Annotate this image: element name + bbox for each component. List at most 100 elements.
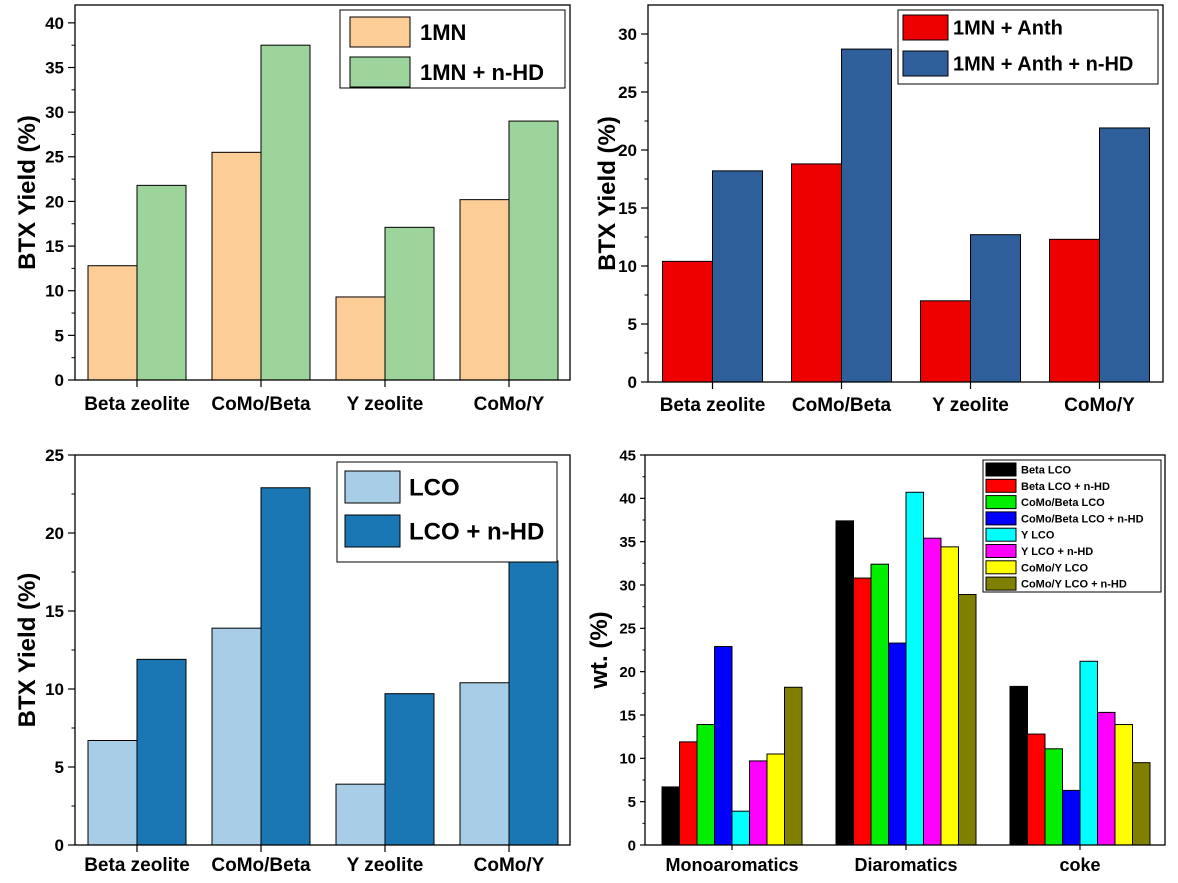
- bar-4-3-6: [1097, 711, 1116, 846]
- legend-label: Y LCO + n-HD: [1021, 546, 1093, 558]
- y-tick-label: 20: [618, 141, 637, 160]
- bar-4-2-7: [940, 546, 959, 846]
- x-tick-label: CoMo/Beta: [792, 395, 892, 416]
- x-tick-label: Y zeolite: [347, 855, 424, 876]
- bar-4-2-8: [958, 594, 977, 846]
- bar-4-1-5: [731, 810, 750, 846]
- bar-2-3-2: [970, 234, 1021, 383]
- y-axis-label: wt. (%): [586, 611, 613, 689]
- chart-1: Beta zeolite CoMo/Beta Y zeolite CoMo/Y 0 5 10…: [14, 4, 571, 415]
- legend-label: CoMo/Beta LCO + n-HD: [1021, 513, 1144, 525]
- legend-label: 1MN + Anth: [953, 18, 1063, 40]
- legend: 1MN + Anth 1MN + Anth + n-HD: [897, 9, 1159, 85]
- legend-label: CoMo/Y LCO + n-HD: [1021, 579, 1127, 591]
- plot-frame: [647, 4, 1164, 383]
- bar-1-4-2: [508, 120, 559, 381]
- bar-3-1-1: [87, 739, 138, 846]
- y-axis-label: BTX Yield (%): [14, 573, 41, 728]
- bar-4-1-4: [714, 646, 733, 846]
- y-tick-label: 25: [45, 446, 64, 465]
- bar-4-3-1: [1009, 685, 1028, 846]
- bar-4-2-2: [853, 577, 872, 846]
- y-tick-label: 0: [628, 373, 637, 392]
- bar-1-2-1: [211, 151, 262, 381]
- bar-3-2-2: [260, 487, 311, 846]
- legend-swatch: [344, 514, 401, 548]
- bar-2-2-2: [841, 48, 892, 383]
- bar-1-3-1: [335, 296, 386, 381]
- legend-swatch: [344, 470, 401, 504]
- bar-2-4-1: [1049, 238, 1100, 383]
- x-tick-label: Diaromatics: [854, 855, 957, 875]
- y-tick-label: 0: [628, 837, 636, 854]
- legend-swatch: [985, 478, 1017, 493]
- legend-label: Beta LCO: [1021, 464, 1072, 476]
- x-tick-label: Beta zeolite: [84, 394, 190, 415]
- y-axis-label: BTX Yield (%): [594, 116, 621, 271]
- legend-label: LCO: [409, 475, 460, 502]
- legend-label: Beta LCO + n-HD: [1021, 481, 1110, 493]
- bar-4-1-8: [784, 686, 803, 846]
- legend-swatch: [349, 56, 411, 88]
- y-tick-label: 40: [45, 14, 64, 33]
- bar-4-3-7: [1114, 724, 1133, 846]
- x-tick-label: CoMo/Beta: [211, 855, 311, 876]
- bar-4-1-7: [766, 753, 785, 846]
- legend: LCO LCO + n-HD: [336, 461, 558, 563]
- y-tick-label: 25: [619, 621, 636, 638]
- y-tick-label: 25: [618, 83, 637, 102]
- bar-2-1-2: [712, 170, 763, 383]
- y-tick-label: 20: [45, 192, 64, 211]
- legend-swatch: [985, 560, 1017, 575]
- bar-4-1-3: [696, 724, 715, 846]
- plot-frame: [74, 4, 571, 381]
- bar-1-1-2: [136, 184, 187, 381]
- bar-2-2-1: [791, 163, 842, 383]
- y-tick-label: 10: [619, 751, 636, 768]
- y-tick-label: 20: [45, 524, 64, 543]
- y-axis-label: BTX Yield (%): [14, 115, 41, 270]
- x-tick-label: Y zeolite: [347, 394, 424, 415]
- legend-swatch: [349, 16, 411, 48]
- bar-4-3-8: [1132, 762, 1151, 846]
- y-tick-label: 15: [618, 199, 637, 218]
- y-tick-label: 5: [628, 794, 636, 811]
- y-tick-label: 5: [55, 758, 64, 777]
- y-tick-label: 15: [619, 707, 636, 724]
- x-tick-label: Y zeolite: [932, 395, 1009, 416]
- bar-4-2-6: [923, 537, 942, 846]
- y-tick-label: 25: [45, 148, 64, 167]
- legend-swatch: [902, 50, 949, 77]
- legend-label: CoMo/Beta LCO: [1021, 497, 1105, 509]
- bar-2-1-1: [662, 260, 713, 383]
- legend-label: 1MN + Anth + n-HD: [953, 54, 1133, 76]
- bar-1-4-1: [459, 199, 510, 381]
- y-tick-label: 35: [45, 58, 64, 77]
- x-tick-label: Monoaromatics: [665, 855, 798, 875]
- bar-3-4-1: [459, 682, 510, 846]
- legend-swatch: [902, 14, 949, 41]
- bar-4-3-2: [1027, 733, 1046, 846]
- y-tick-label: 40: [619, 491, 636, 508]
- chart-4: Monoaromatics Diaromatics coke 0 5 10 15 20 25 30…: [586, 447, 1166, 875]
- y-tick-label: 0: [55, 836, 64, 855]
- bar-4-3-5: [1079, 660, 1098, 846]
- bar-2-4-2: [1099, 127, 1150, 383]
- bar-3-3-2: [384, 693, 435, 846]
- x-tick-label: CoMo/Y: [474, 394, 545, 415]
- bar-2-3-1: [920, 300, 971, 383]
- y-tick-label: 5: [628, 315, 637, 334]
- bar-4-2-5: [905, 491, 924, 846]
- legend-label: LCO + n-HD: [409, 519, 544, 546]
- legend-swatch: [985, 495, 1017, 510]
- legend-swatch: [985, 462, 1017, 477]
- y-tick-label: 15: [45, 602, 64, 621]
- legend-label: CoMo/Y LCO: [1021, 562, 1088, 574]
- chart-3: Beta zeolite CoMo/Beta Y zeolite CoMo/Y 0 5 10…: [14, 446, 571, 876]
- bar-4-3-3: [1044, 748, 1063, 846]
- x-tick-label: CoMo/Y: [1064, 395, 1135, 416]
- legend-swatch: [985, 511, 1017, 526]
- legend-swatch: [985, 544, 1017, 558]
- y-tick-label: 20: [619, 664, 636, 681]
